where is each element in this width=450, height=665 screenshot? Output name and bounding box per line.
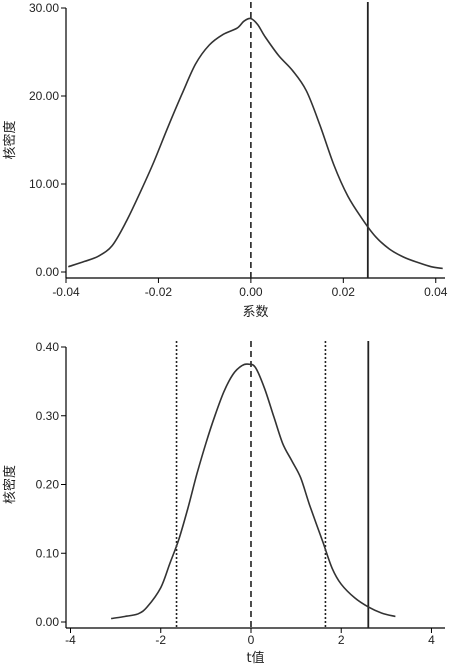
x-tick-label: -0.04 [52,285,80,299]
coefficient-density-chart: 0.00 10.00 20.00 30.00 -0.04 -0.02 0.00 0.02 0.0… [2,1,448,320]
x-tick-label: -2 [155,633,166,647]
y-tick-label: 0.00 [36,615,60,629]
y-tick-label: 20.00 [29,89,59,103]
x-tick-label: 2 [338,633,345,647]
y-tick-label: 10.00 [29,177,59,191]
x-tick-label: 0.02 [332,285,356,299]
x-axis-title: 系数 [242,305,268,320]
y-tick-label: 0.40 [36,340,60,354]
density-curve [68,17,443,270]
y-tick-label: 0.10 [36,546,60,560]
y-axis-title: 核密度 [2,465,18,504]
y-tick-label: 0.20 [36,478,60,492]
x-axis-title: t值 [246,650,264,665]
y-tick-label: 0.00 [36,265,60,279]
x-tick-label: -4 [65,633,76,647]
x-tick-label: 4 [428,633,435,647]
x-tick-label: 0 [248,633,255,647]
y-tick-label: 0.30 [36,409,60,423]
x-tick-label: 0.04 [424,285,448,299]
density-curve [110,363,396,620]
y-axis-title: 核密度 [2,120,18,159]
t-value-density-chart: 0.00 0.10 0.20 0.30 0.40 -4 -2 0 2 4 t值 核密度 [2,340,445,665]
x-tick-label: -0.02 [145,285,173,299]
y-tick-label: 30.00 [29,1,59,15]
x-tick-label: 0.00 [239,285,263,299]
